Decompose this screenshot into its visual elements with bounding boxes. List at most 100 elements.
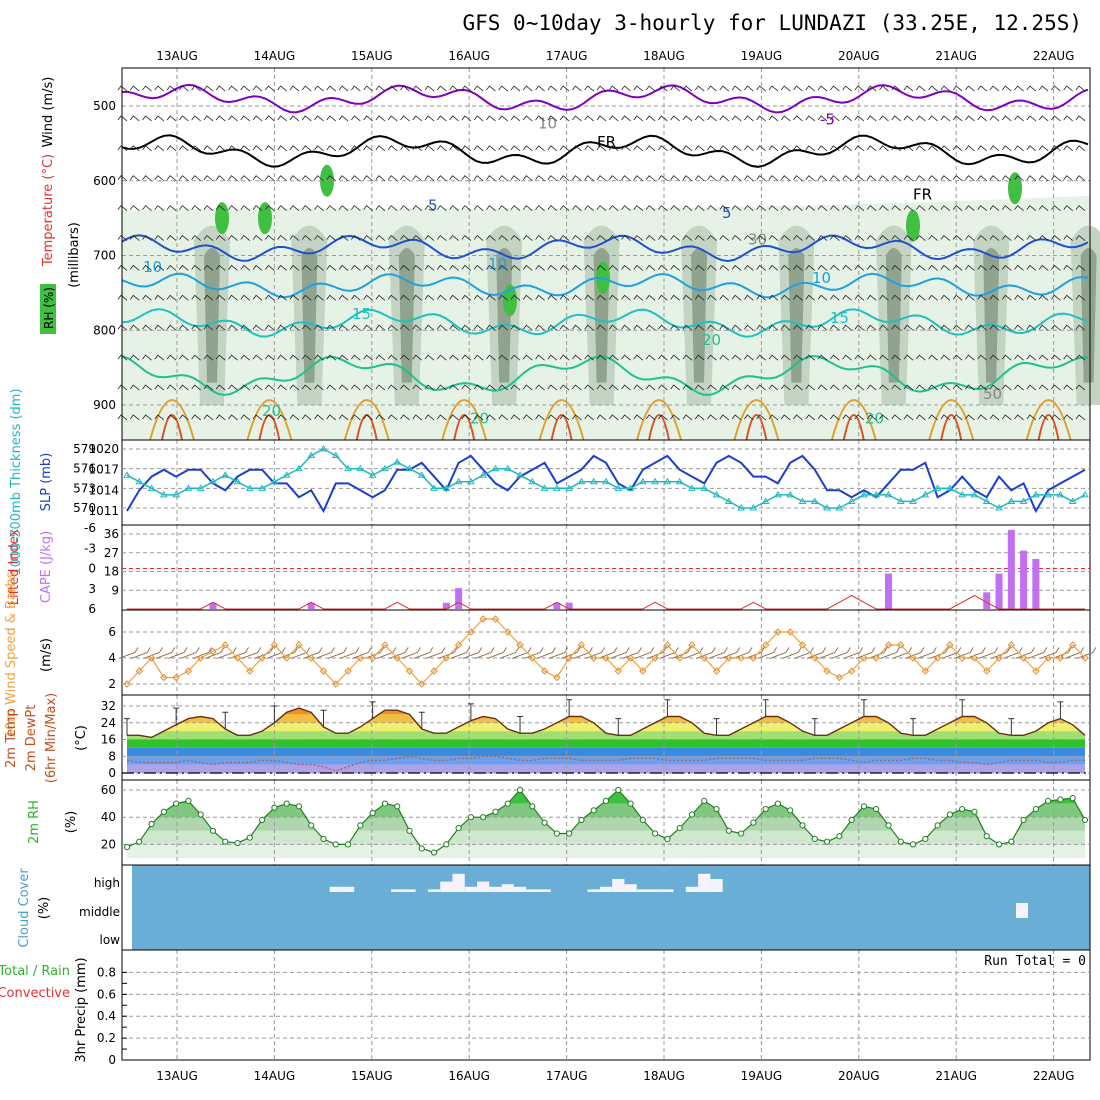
wind-speed-marker — [577, 641, 586, 649]
wind-barb — [989, 324, 1000, 331]
wind-barb — [498, 324, 509, 331]
wind-barb-10m — [290, 647, 311, 659]
wind-barb — [1038, 205, 1049, 211]
wind-barb — [768, 85, 779, 92]
wind-barb — [1075, 264, 1086, 271]
wind-barb — [817, 205, 828, 211]
wind-barb — [289, 264, 300, 271]
wind-speed-marker — [749, 654, 758, 662]
temp-contour-30 — [161, 414, 183, 441]
wind-barb — [916, 354, 926, 361]
wind-barb — [977, 175, 988, 182]
wind-barb — [719, 234, 730, 241]
rh-marker — [823, 838, 831, 845]
wind-barb — [289, 205, 300, 211]
wind-barb — [252, 115, 263, 122]
wind-barb — [154, 324, 165, 331]
wind-barb — [142, 264, 152, 271]
wind-barb — [547, 234, 558, 241]
wind-barb — [916, 145, 926, 152]
wind-barb — [952, 115, 963, 122]
wind-barb — [977, 85, 988, 92]
wind-barb — [277, 414, 287, 421]
wind-barb — [559, 324, 570, 331]
wind-barb — [289, 85, 300, 92]
thickness-marker — [442, 484, 451, 491]
wind-barb — [891, 115, 902, 122]
wind-barb — [510, 145, 521, 152]
wind-barb — [608, 205, 619, 211]
wind-barb — [744, 384, 754, 391]
wind-barb — [387, 384, 398, 391]
wind-barb — [461, 115, 472, 122]
wind-barb — [412, 234, 423, 241]
cloud-high-bar — [685, 886, 699, 892]
wind-speed-marker — [786, 628, 794, 636]
wind-barb — [314, 85, 324, 92]
wind-barb — [338, 384, 349, 391]
wind-barb — [694, 264, 705, 271]
wind-barb — [854, 234, 865, 241]
thickness-marker — [614, 484, 623, 491]
wind-barb — [682, 384, 693, 391]
wind-barb — [891, 205, 902, 211]
temp-contour-30 — [648, 414, 670, 441]
cloud-high-bar — [341, 886, 355, 892]
wind-barb — [179, 175, 189, 182]
wind-speed-marker — [295, 641, 303, 649]
wind-barb — [989, 85, 1000, 92]
rh-marker — [185, 797, 192, 804]
wind-barb — [903, 294, 914, 301]
precip-total-label: Total / Rain — [0, 964, 70, 979]
wind-barb — [326, 264, 337, 271]
wind-barb — [952, 234, 963, 241]
wind-barb — [879, 175, 889, 182]
wind-barb — [645, 324, 656, 331]
wind-barb — [228, 324, 238, 331]
wind-barb — [215, 175, 226, 182]
wind-barb — [572, 115, 582, 122]
wind-barb — [129, 324, 140, 331]
wind-barb — [449, 205, 459, 211]
wind-barb — [400, 264, 410, 271]
wind-barb — [166, 384, 177, 391]
temp-contour-25 — [246, 399, 293, 441]
wind-barb — [1038, 414, 1049, 421]
wind-barb — [473, 145, 484, 152]
wind-barb — [387, 234, 398, 241]
wind-barb — [768, 234, 779, 241]
cape-bar — [455, 588, 463, 609]
wind-barb — [842, 145, 852, 152]
wind-barb — [424, 294, 435, 301]
wind-speed-marker — [516, 641, 524, 649]
wind-barb — [805, 294, 816, 301]
wind-barb-10m — [475, 647, 495, 659]
wind-barb — [608, 85, 619, 92]
wind-barb — [265, 145, 275, 152]
wind-barb — [744, 264, 754, 271]
wind-barb — [879, 264, 889, 271]
wind-barb — [830, 145, 840, 152]
wind-barb — [744, 234, 754, 241]
wind-barb — [228, 85, 238, 92]
contour-label: 20 — [702, 331, 721, 349]
contour-label: 10 — [143, 258, 162, 276]
pressure-tick: 600 — [93, 174, 116, 188]
wind-barb — [854, 414, 865, 421]
wind-barb — [437, 85, 447, 92]
wind-barb — [400, 85, 410, 92]
wind-barb — [879, 145, 889, 152]
wind-barb — [596, 175, 607, 182]
wind-barb — [1038, 294, 1049, 301]
wind-barb — [989, 294, 1000, 301]
wind-barb — [977, 384, 988, 391]
wind-barb — [621, 414, 631, 421]
date-label-top: 14AUG — [254, 49, 296, 63]
wind-barb — [461, 324, 472, 331]
rh-marker — [909, 841, 917, 848]
rh-marker — [1069, 795, 1076, 802]
wind-barb — [584, 115, 594, 122]
wind-barb — [670, 384, 680, 391]
wind-barb — [756, 175, 766, 182]
wind-barb — [1026, 354, 1037, 361]
